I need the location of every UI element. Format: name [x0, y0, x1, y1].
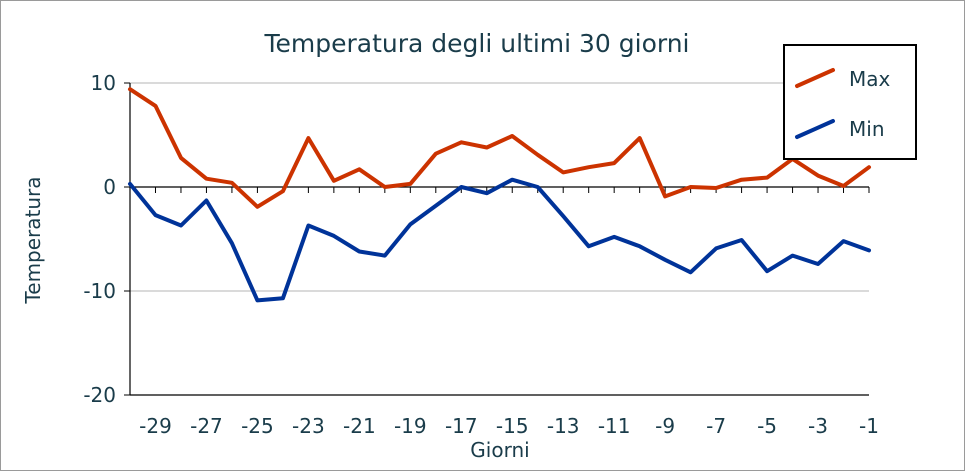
- x-tick-label: -15: [496, 414, 529, 438]
- legend-label-min: Min: [849, 117, 885, 141]
- y-tick-label: -20: [83, 383, 116, 407]
- x-tick-label: -11: [598, 414, 631, 438]
- x-tick-label: -27: [190, 414, 223, 438]
- series-lines: [128, 87, 871, 303]
- x-tick-label: -13: [547, 414, 580, 438]
- x-axis-label: Giorni: [470, 438, 529, 462]
- x-tick-label: -3: [808, 414, 828, 438]
- axes: [124, 82, 870, 396]
- chart-title: Temperatura degli ultimi 30 giorni: [263, 29, 689, 58]
- x-tick-label: -19: [394, 414, 427, 438]
- x-tick-label: -17: [445, 414, 478, 438]
- legend-box: [783, 44, 917, 160]
- legend-swatch-min: [795, 119, 835, 139]
- y-tick-label: 0: [103, 175, 116, 199]
- x-tick-label: -5: [757, 414, 777, 438]
- x-tick-label: -23: [292, 414, 325, 438]
- series-line-min: [128, 177, 871, 303]
- series-line-max: [128, 87, 871, 209]
- x-tick-label: -9: [655, 414, 675, 438]
- y-tick-label: 10: [91, 71, 116, 95]
- legend-swatch-max: [795, 68, 835, 88]
- x-tick-label: -21: [343, 414, 376, 438]
- x-tick-label: -29: [139, 414, 172, 438]
- x-tick-label: -1: [859, 414, 879, 438]
- x-tick-label: -7: [706, 414, 726, 438]
- legend: Max Min: [783, 44, 917, 160]
- y-tick-label: -10: [83, 279, 116, 303]
- legend-label-max: Max: [849, 67, 891, 91]
- x-tick-labels: -29 -27 -25 -23 -21 -19 -17 -15 -13 -11 -9 -7 -5 -3 -1: [139, 414, 879, 438]
- y-axis-label: Temperatura: [21, 176, 45, 304]
- gridlines: [130, 82, 869, 396]
- x-tick-label: -25: [241, 414, 274, 438]
- y-tick-labels: 10 0 -10 -20: [83, 71, 116, 407]
